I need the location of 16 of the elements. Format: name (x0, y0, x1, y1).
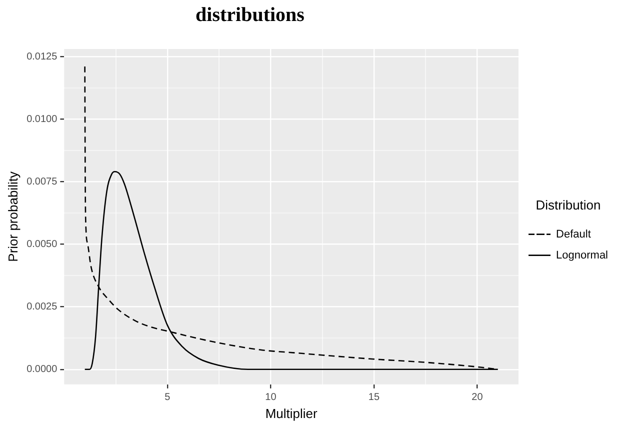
y-tick-label: 0.0050 (26, 238, 58, 250)
legend-title: Distribution (536, 197, 601, 212)
y-tick-label: 0.0000 (26, 364, 58, 376)
x-tick-label: 20 (472, 392, 484, 404)
legend-label: Default (556, 228, 591, 240)
x-tick-label: 15 (368, 392, 380, 404)
y-tick-label: 0.0075 (26, 176, 58, 188)
y-tick-label: 0.0025 (26, 302, 58, 313)
x-tick-label: 5 (164, 392, 171, 404)
y-tick-label: 0.0125 (26, 51, 58, 62)
y-axis-title: Prior probability (5, 171, 20, 262)
y-tick-label: 0.0100 (26, 114, 58, 125)
x-axis-title: Multiplier (265, 406, 318, 421)
x-tick-label: 10 (265, 392, 277, 404)
chart-title: distributions (194, 4, 306, 27)
legend-label: Lognormal (556, 249, 608, 262)
